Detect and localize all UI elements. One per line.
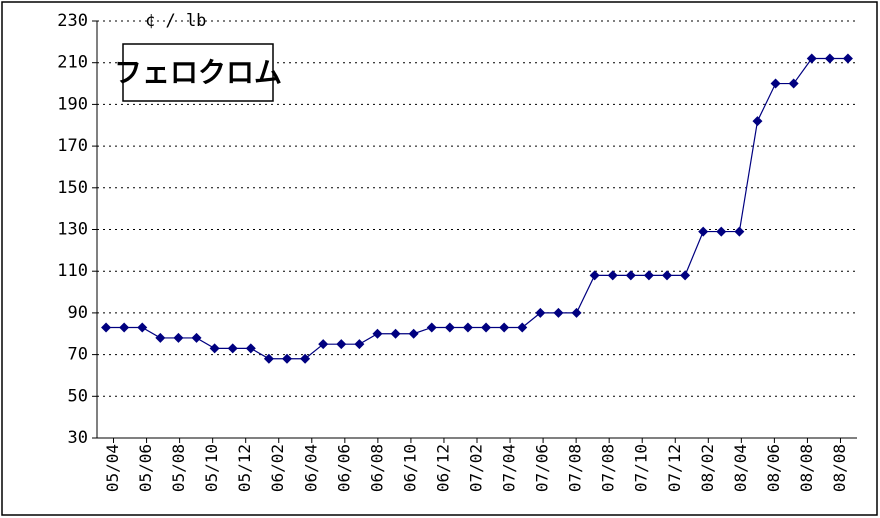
- data-marker: [155, 332, 166, 343]
- x-tick-label: 08/08: [797, 444, 816, 492]
- chart-title: フェロクロム: [114, 56, 282, 89]
- y-tick-label: 190: [57, 94, 88, 114]
- data-marker: [734, 226, 745, 237]
- data-marker: [842, 53, 853, 64]
- data-marker: [589, 270, 600, 281]
- y-tick-label: 130: [57, 220, 88, 240]
- data-marker: [263, 353, 274, 364]
- data-marker: [300, 353, 311, 364]
- x-tick-label: 06/06: [334, 444, 353, 492]
- y-axis-label: ¢ / lb: [145, 11, 206, 31]
- x-tick-label: 07/10: [632, 444, 651, 492]
- y-tick-label: 30: [68, 428, 88, 448]
- data-marker: [680, 270, 691, 281]
- x-tick-label: 06/10: [400, 444, 419, 492]
- y-tick-label: 110: [57, 261, 88, 281]
- data-marker: [354, 339, 365, 350]
- y-tick-label: 170: [57, 136, 88, 156]
- data-marker: [245, 343, 256, 354]
- x-tick-label: 06/02: [268, 444, 287, 492]
- data-marker: [282, 353, 292, 364]
- y-tick-label: 210: [57, 53, 88, 73]
- data-marker: [517, 322, 528, 333]
- data-marker: [643, 270, 654, 281]
- x-tick-label: 07/12: [665, 444, 684, 492]
- y-tick-label: 150: [57, 178, 88, 198]
- x-tick-label: 05/04: [103, 444, 122, 492]
- x-tick-label: 07/08: [566, 444, 585, 492]
- x-tick-label: 08/06: [764, 444, 783, 492]
- data-marker: [227, 343, 238, 354]
- x-tick-label: 05/08: [169, 444, 188, 492]
- x-tick-label: 08/04: [731, 444, 750, 492]
- data-marker: [770, 78, 781, 89]
- data-marker: [788, 78, 799, 89]
- title-box: [122, 43, 274, 102]
- y-tick-label: 230: [57, 11, 88, 31]
- data-marker: [390, 328, 401, 339]
- data-marker: [535, 307, 546, 318]
- data-marker: [137, 322, 148, 333]
- x-tick-label: 06/04: [301, 444, 320, 492]
- data-marker: [499, 322, 510, 333]
- data-marker: [408, 328, 419, 339]
- data-marker: [209, 343, 220, 354]
- data-marker: [824, 53, 835, 64]
- data-marker: [698, 226, 709, 237]
- data-marker: [444, 322, 455, 333]
- data-marker: [462, 322, 473, 333]
- x-tick-label: 08/02: [698, 444, 717, 492]
- data-marker: [372, 328, 383, 339]
- y-tick-label: 90: [68, 303, 88, 323]
- y-tick-label: 50: [68, 386, 88, 406]
- data-marker: [716, 226, 727, 237]
- x-tick-label: 08/08: [830, 444, 849, 492]
- data-marker: [662, 270, 672, 281]
- data-marker: [426, 322, 437, 333]
- x-tick-label: 06/08: [367, 444, 386, 492]
- data-marker: [607, 270, 618, 281]
- data-marker: [806, 53, 817, 64]
- x-tick-label: 07/06: [533, 444, 552, 492]
- data-marker: [553, 307, 564, 318]
- data-marker: [571, 307, 582, 318]
- data-marker: [101, 322, 112, 333]
- data-marker: [481, 322, 492, 333]
- data-marker: [119, 322, 130, 333]
- x-tick-label: 05/10: [202, 444, 221, 492]
- data-marker: [752, 116, 763, 127]
- data-marker: [173, 332, 184, 343]
- x-tick-label: 07/02: [467, 444, 486, 492]
- x-tick-label: 05/12: [235, 444, 254, 492]
- y-tick-label: 70: [68, 345, 88, 365]
- data-marker: [336, 339, 347, 350]
- data-marker: [318, 339, 329, 350]
- x-tick-label: 05/06: [136, 444, 155, 492]
- x-tick-label: 06/12: [433, 444, 452, 492]
- data-marker: [191, 332, 202, 343]
- data-marker: [625, 270, 636, 281]
- x-tick-label: 07/08: [599, 444, 618, 492]
- x-tick-label: 07/04: [500, 444, 519, 492]
